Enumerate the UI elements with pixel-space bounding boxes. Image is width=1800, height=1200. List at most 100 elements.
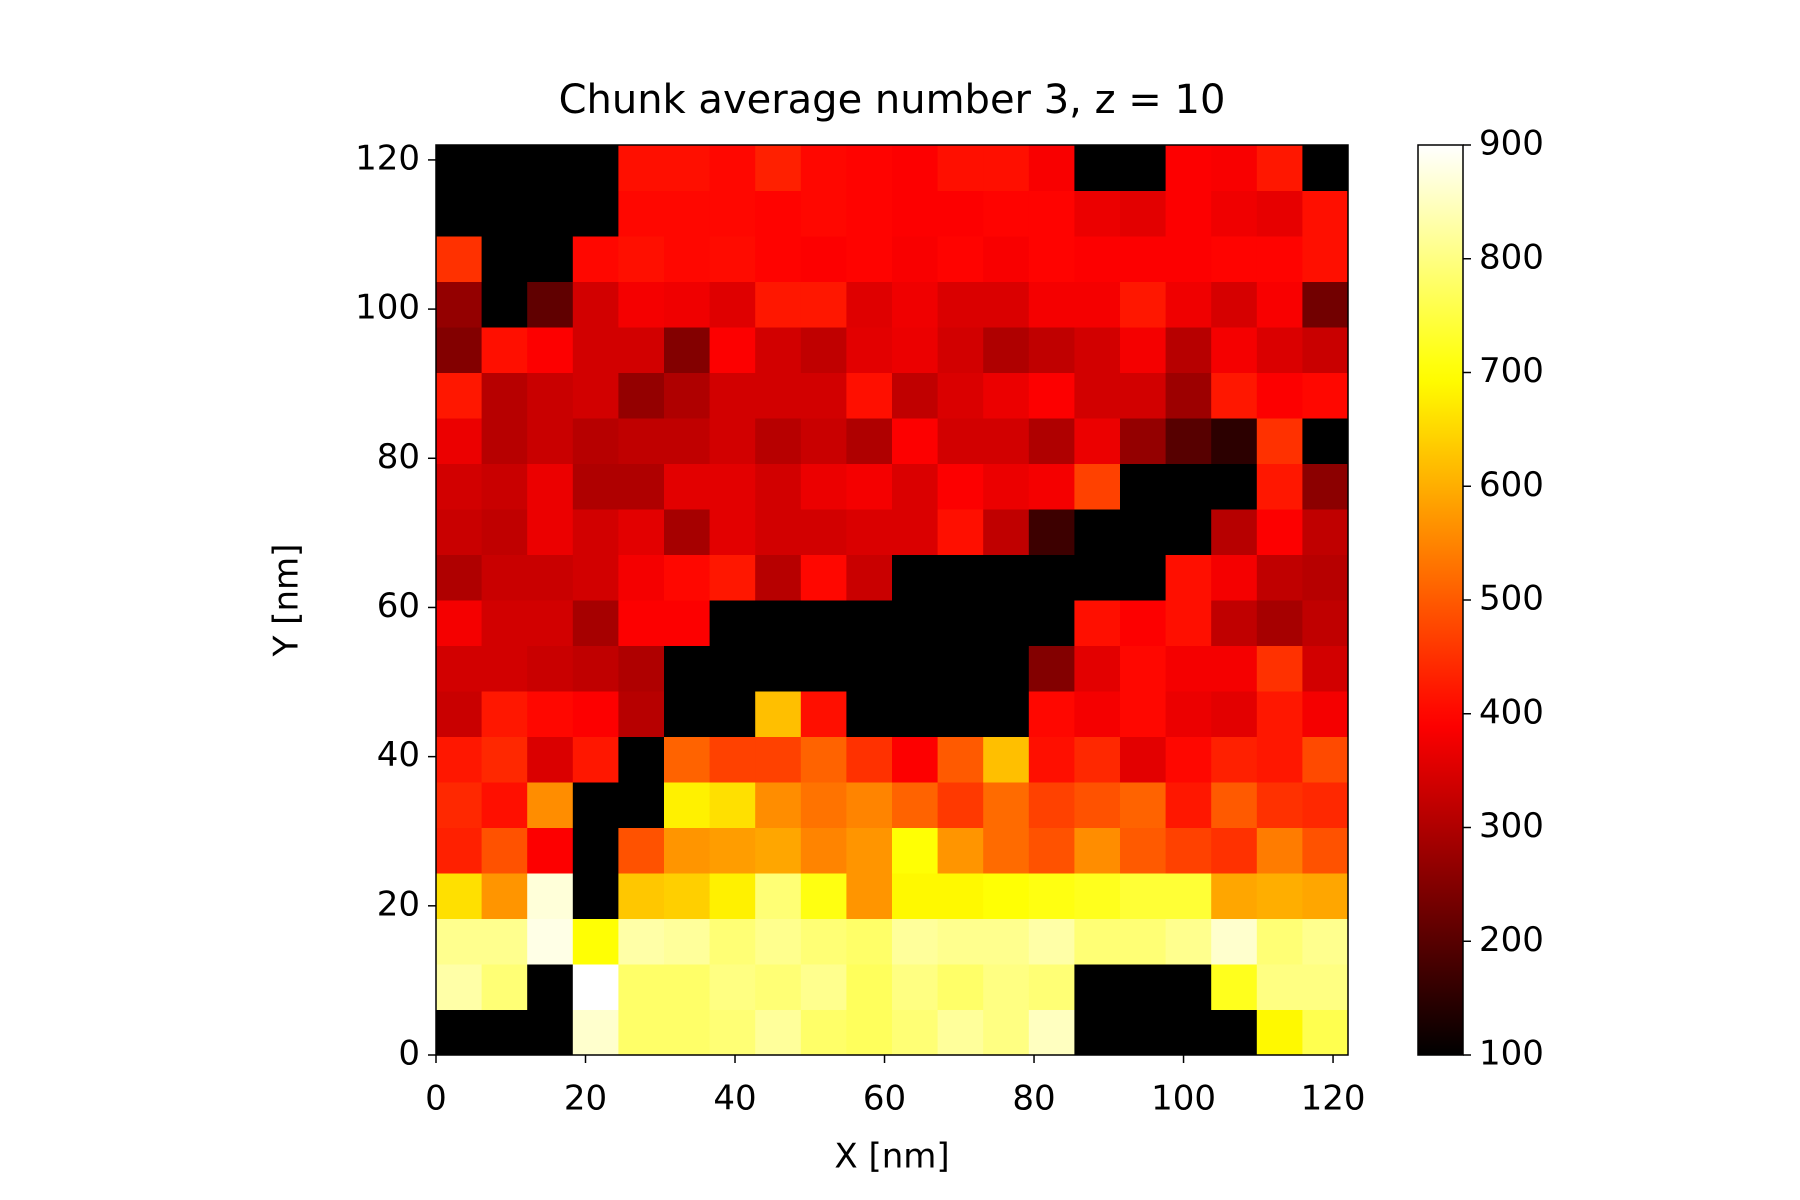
heatmap-cell xyxy=(846,281,893,328)
heatmap-cell xyxy=(983,418,1030,464)
colorbar-tick-label: 100 xyxy=(1479,1034,1544,1074)
heatmap-cell xyxy=(1028,964,1075,1010)
colorbar-tick-label: 300 xyxy=(1479,806,1544,846)
colorbar-tick-label: 500 xyxy=(1479,579,1544,619)
heatmap-cell xyxy=(1256,190,1303,237)
heatmap-cell xyxy=(800,782,847,828)
heatmap-cell xyxy=(1256,645,1303,692)
heatmap-cell xyxy=(481,736,528,783)
heatmap-cell xyxy=(1028,736,1075,783)
heatmap-cell xyxy=(1211,372,1258,419)
heatmap-cell xyxy=(1302,873,1349,919)
heatmap-cell xyxy=(527,190,574,237)
heatmap-cell xyxy=(481,190,528,237)
heatmap-cell xyxy=(983,281,1030,328)
heatmap-cell xyxy=(937,691,984,737)
heatmap-cell xyxy=(1074,327,1121,373)
heatmap-cell xyxy=(481,782,528,828)
heatmap-cell xyxy=(1211,509,1258,555)
heatmap-cell xyxy=(481,463,528,510)
heatmap-cell xyxy=(527,964,574,1010)
heatmap-cell xyxy=(436,873,483,919)
x-tick-label: 120 xyxy=(1301,1079,1366,1119)
heatmap-cell xyxy=(800,645,847,692)
heatmap-cell xyxy=(709,372,756,419)
heatmap-cell xyxy=(572,236,619,282)
x-tick-label: 0 xyxy=(425,1079,447,1119)
heatmap-cell xyxy=(1211,190,1258,237)
heatmap-cell xyxy=(572,645,619,692)
heatmap-cell xyxy=(436,281,483,328)
heatmap-cell xyxy=(664,645,711,692)
heatmap-cell xyxy=(618,964,665,1010)
heatmap-cell xyxy=(983,873,1030,919)
heatmap-cell xyxy=(481,827,528,874)
heatmap-cell xyxy=(1165,372,1212,419)
heatmap-cell xyxy=(1120,645,1167,692)
heatmap-cell xyxy=(1120,509,1167,555)
heatmap-cell xyxy=(1256,372,1303,419)
heatmap-cell xyxy=(618,509,665,555)
heatmap-cell xyxy=(755,372,802,419)
heatmap-cell xyxy=(846,418,893,464)
heatmap-cell xyxy=(892,509,939,555)
heatmap-cell xyxy=(800,918,847,965)
heatmap-cell xyxy=(618,463,665,510)
plot-frame xyxy=(435,144,1349,1056)
heatmap-cell xyxy=(1165,236,1212,282)
heatmap-cell xyxy=(618,281,665,328)
heatmap-cell xyxy=(1211,691,1258,737)
heatmap-cell xyxy=(572,509,619,555)
heatmap-cell xyxy=(892,782,939,828)
heatmap-cell xyxy=(800,463,847,510)
heatmap-cell xyxy=(1028,236,1075,282)
heatmap-cell xyxy=(983,782,1030,828)
heatmap-cell xyxy=(892,600,939,646)
heatmap-cell xyxy=(1074,145,1121,191)
heatmap-cell xyxy=(846,463,893,510)
heatmap-cell xyxy=(1302,418,1349,464)
heatmap-cell xyxy=(1256,145,1303,191)
heatmap-cell xyxy=(846,1009,893,1056)
heatmap-cell xyxy=(1074,463,1121,510)
heatmap-cell xyxy=(1074,236,1121,282)
heatmap-cell xyxy=(755,964,802,1010)
heatmap-cell xyxy=(937,964,984,1010)
heatmap-cell xyxy=(1256,236,1303,282)
heatmap-cell xyxy=(937,554,984,601)
heatmap-cell xyxy=(664,190,711,237)
heatmap-cell xyxy=(618,873,665,919)
colorbar-tick-label: 200 xyxy=(1479,920,1544,960)
heatmap-cell xyxy=(481,236,528,282)
heatmap-cell xyxy=(755,736,802,783)
heatmap-cell xyxy=(846,918,893,965)
heatmap-cell xyxy=(892,964,939,1010)
heatmap-cell xyxy=(436,782,483,828)
y-tick-label: 20 xyxy=(377,884,420,924)
heatmap-cell xyxy=(1211,463,1258,510)
heatmap-cell xyxy=(937,281,984,328)
heatmap-cell xyxy=(1028,645,1075,692)
heatmap-cell xyxy=(572,782,619,828)
heatmap-cell xyxy=(846,691,893,737)
heatmap-cell xyxy=(800,418,847,464)
heatmap-cell xyxy=(481,418,528,464)
heatmap-cell xyxy=(1074,1009,1121,1056)
heatmap-cell xyxy=(527,554,574,601)
heatmap-cell xyxy=(1302,463,1349,510)
heatmap-cell xyxy=(1165,691,1212,737)
heatmap-cell xyxy=(481,281,528,328)
heatmap-cell xyxy=(1256,782,1303,828)
heatmap-cell xyxy=(436,372,483,419)
heatmap-cell xyxy=(755,145,802,191)
heatmap-cell xyxy=(892,736,939,783)
heatmap-cell xyxy=(983,645,1030,692)
heatmap-cell xyxy=(1302,600,1349,646)
heatmap-cell xyxy=(800,827,847,874)
heatmap-cell xyxy=(846,190,893,237)
heatmap-cell xyxy=(1028,463,1075,510)
heatmap-cell xyxy=(618,554,665,601)
heatmap-cell xyxy=(892,190,939,237)
heatmap-cell xyxy=(1211,873,1258,919)
heatmap-cell xyxy=(800,190,847,237)
